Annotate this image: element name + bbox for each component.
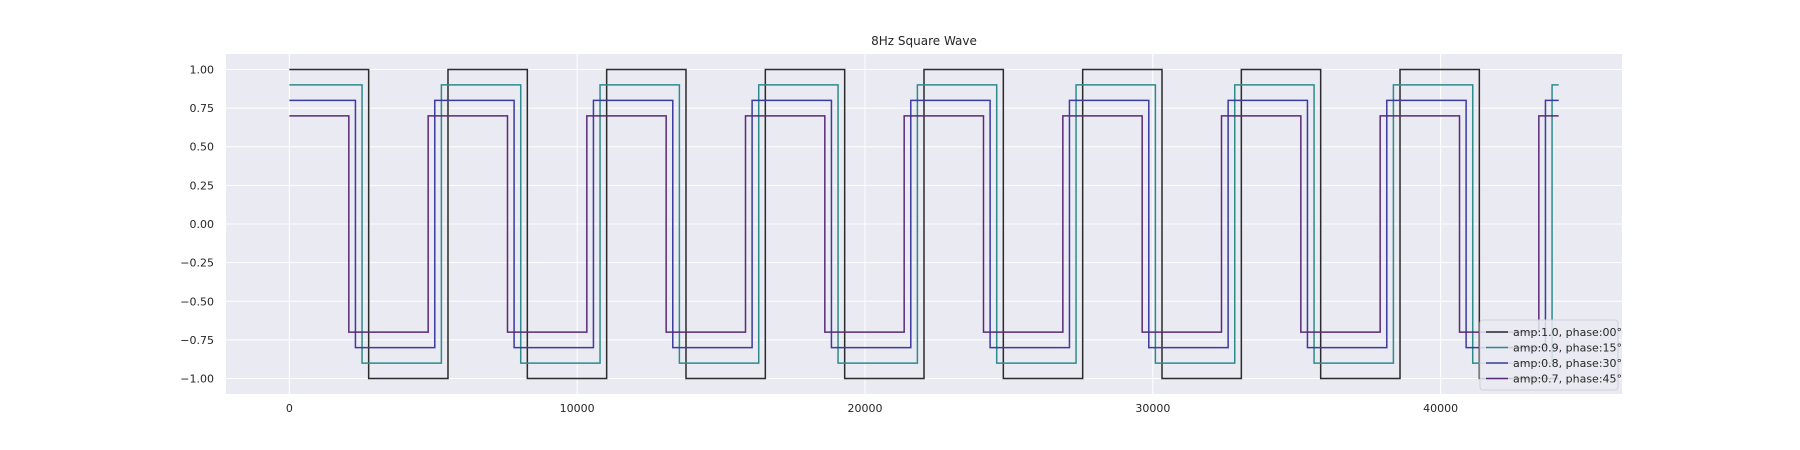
y-tick-label: 1.00 xyxy=(190,63,215,76)
legend-label: amp:1.0, phase:00° xyxy=(1513,326,1622,339)
series-lines xyxy=(289,68,1559,380)
x-tick-label: 20000 xyxy=(847,402,882,415)
x-tick-label: 0 xyxy=(286,402,293,415)
y-tick-label: 0.50 xyxy=(190,141,215,154)
series-line xyxy=(289,99,1559,349)
legend-label: amp:0.9, phase:15° xyxy=(1513,342,1622,355)
legend: amp:1.0, phase:00° amp:0.9, phase:15° amp:… xyxy=(1479,319,1622,391)
y-tick-label: −0.75 xyxy=(180,334,214,347)
x-tick-label: 10000 xyxy=(560,402,595,415)
chart-title: 8Hz Square Wave xyxy=(871,34,977,48)
legend-box xyxy=(1479,319,1619,391)
y-tick-label: −1.00 xyxy=(180,373,214,386)
legend-label: amp:0.7, phase:45° xyxy=(1513,373,1622,386)
legend-label: amp:0.8, phase:30° xyxy=(1513,357,1622,370)
series-line xyxy=(289,84,1559,364)
y-tick-label: 0.25 xyxy=(190,179,215,192)
x-tick-label: 30000 xyxy=(1135,402,1170,415)
y-tick-label: 0.75 xyxy=(190,102,215,115)
tick-labels: 1.00 0.75 0.50 0.25 0.00 −0.25 −0.50 −0.75 −1.00… xyxy=(180,63,1458,415)
y-tick-label: 0.00 xyxy=(190,218,215,231)
series-line xyxy=(289,68,1559,380)
y-tick-label: −0.25 xyxy=(180,257,214,270)
x-tick-label: 40000 xyxy=(1423,402,1458,415)
series-line xyxy=(289,115,1559,333)
y-tick-label: −0.50 xyxy=(180,295,214,308)
